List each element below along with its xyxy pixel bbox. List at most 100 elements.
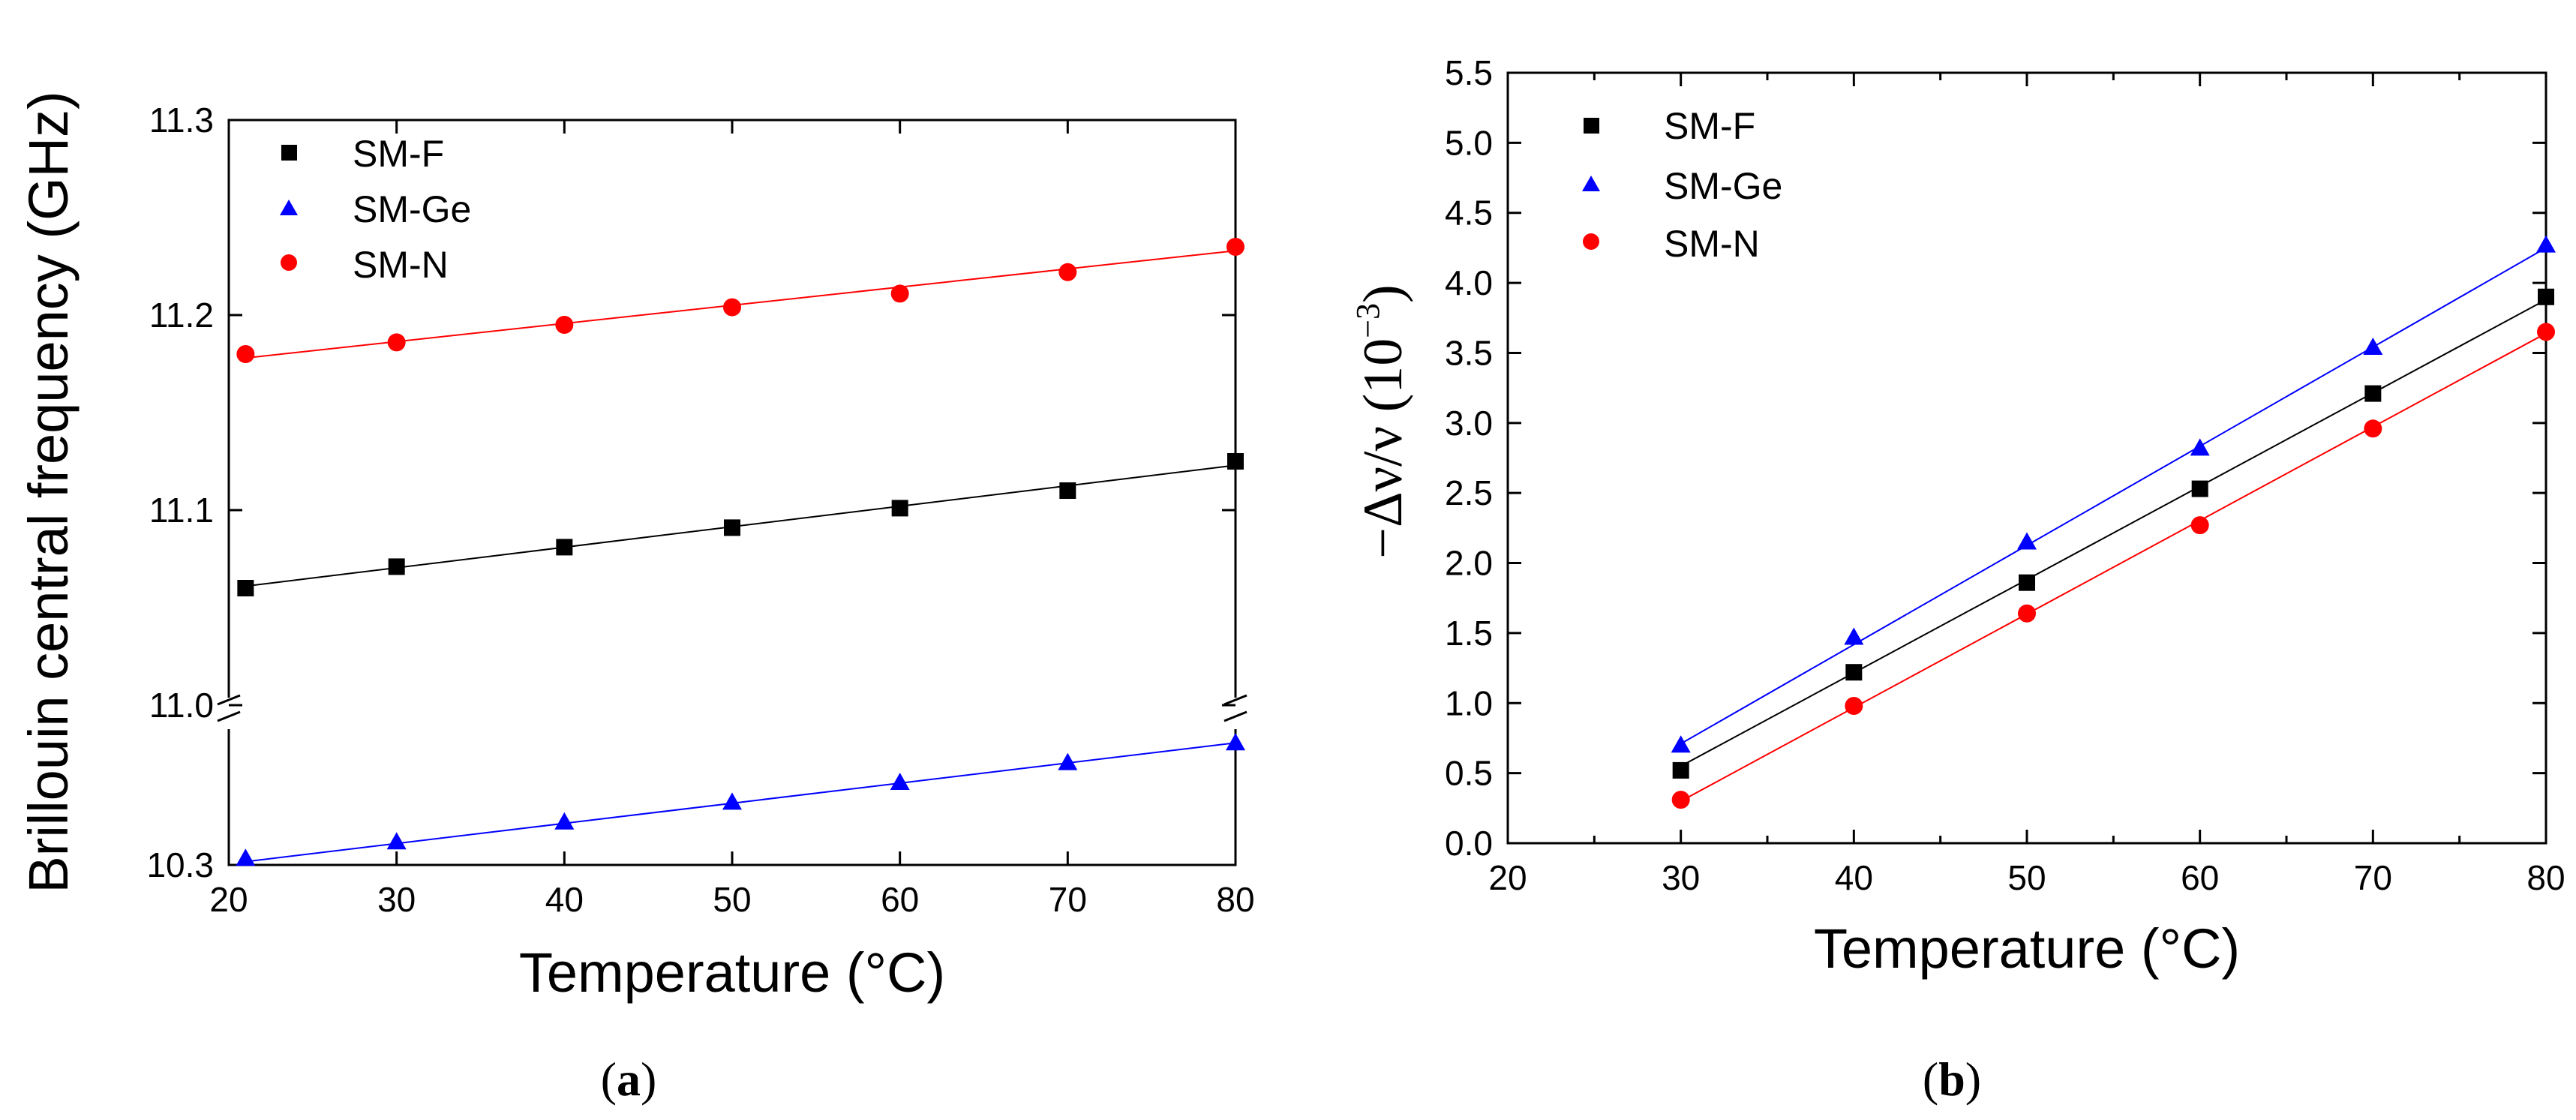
- legend-marker-sm-f: [281, 145, 297, 161]
- data-point-sm-ge: [2363, 337, 2383, 355]
- data-point-sm-f: [1227, 453, 1244, 470]
- data-point-sm-f: [388, 558, 405, 575]
- data-point-sm-ge: [1671, 735, 1691, 753]
- y-tick-label: 5.0: [1445, 123, 1493, 162]
- data-point-sm-n: [1226, 238, 1244, 256]
- axis-break-mark: [217, 694, 241, 706]
- axis-break-mark: [1223, 710, 1247, 722]
- y-tick-label: 3.0: [1445, 404, 1493, 443]
- data-point-sm-n: [2537, 323, 2555, 341]
- data-point-sm-ge: [2190, 438, 2210, 456]
- y-tick-label: 1.0: [1445, 683, 1493, 722]
- data-point-sm-f: [1672, 761, 1689, 779]
- data-point-sm-n: [2364, 419, 2382, 438]
- data-point-sm-f: [2538, 288, 2554, 305]
- x-tick-label: 20: [1488, 858, 1527, 897]
- panel-a-plot-frame: [227, 119, 1237, 866]
- data-point-sm-ge: [386, 832, 407, 850]
- x-tick-label: 70: [2354, 858, 2392, 897]
- legend-label-sm-ge: SM-Ge: [353, 188, 471, 230]
- y-tick-label: 1.5: [1445, 614, 1493, 653]
- x-tick-label: 60: [2181, 858, 2219, 897]
- y-tick-label: 0.0: [1445, 824, 1493, 863]
- data-point-sm-f: [237, 580, 254, 596]
- data-point-sm-n: [890, 284, 909, 303]
- data-point-sm-f: [724, 519, 740, 536]
- x-tick-label: 40: [545, 880, 584, 919]
- data-point-sm-n: [723, 298, 741, 317]
- data-point-sm-n: [2190, 516, 2209, 535]
- panel-a: 20 30 40 50 60 70 80 11.0 11.1 11.2 11.3 10.3 SM-F …: [17, 91, 1255, 1106]
- x-tick-label: 80: [2526, 858, 2565, 897]
- data-point-sm-n: [1671, 791, 1690, 809]
- y-tick-label: 2.0: [1445, 544, 1493, 583]
- data-point-sm-ge: [890, 773, 910, 790]
- y-tick-label: 11.0: [149, 686, 214, 725]
- data-point-sm-f: [1059, 482, 1076, 499]
- y-tick-label: 11.3: [149, 101, 214, 140]
- fit-line-sm-f: [1680, 299, 2547, 767]
- data-point-sm-f: [891, 500, 908, 517]
- data-point-sm-ge: [1226, 733, 1245, 751]
- x-tick-label: 70: [1049, 880, 1087, 919]
- legend-marker-sm-n: [1583, 233, 1599, 250]
- legend-label-sm-f: SM-F: [1664, 105, 1755, 147]
- data-point-sm-ge: [1844, 627, 1864, 645]
- legend-label-sm-ge: SM-Ge: [1664, 165, 1782, 207]
- y-tick-label: 0.5: [1445, 754, 1493, 793]
- legend-marker-sm-f: [1584, 118, 1599, 134]
- panel-b-x-axis-title: Temperature (°C): [1814, 917, 2240, 980]
- x-tick-label: 50: [2007, 858, 2046, 897]
- data-point-sm-f: [2364, 385, 2382, 402]
- axis-break-mark: [217, 710, 241, 722]
- data-point-sm-n: [387, 333, 406, 352]
- x-tick-label: 30: [377, 880, 416, 919]
- legend-marker-sm-ge: [1582, 176, 1600, 191]
- legend-label-sm-n: SM-N: [1664, 223, 1760, 265]
- data-point-sm-n: [236, 345, 255, 363]
- data-point-sm-n: [2018, 604, 2036, 623]
- y-tick-label: 11.1: [149, 491, 214, 530]
- legend-label-sm-n: SM-N: [353, 244, 449, 286]
- x-tick-label: 30: [1662, 858, 1700, 897]
- x-tick-label: 60: [881, 880, 919, 919]
- x-tick-label: 80: [1216, 880, 1254, 919]
- legend-label-sm-f: SM-F: [353, 133, 444, 175]
- panel-a-x-axis-title: Temperature (°C): [519, 941, 945, 1004]
- y-tick-label: 5.5: [1445, 53, 1493, 92]
- data-point-sm-ge: [722, 792, 742, 810]
- x-tick-label: 20: [209, 880, 248, 919]
- panel-a-axis-break-marks: [217, 694, 1247, 722]
- data-point-sm-ge: [2536, 235, 2556, 253]
- y-tick-label: 11.2: [149, 296, 214, 335]
- y-tick-label: 4.0: [1445, 263, 1493, 302]
- legend-marker-sm-ge: [280, 200, 298, 215]
- panel-b-y-axis-title: −Δν/ν (10−3): [1350, 284, 1414, 558]
- data-point-sm-n: [1058, 263, 1077, 281]
- data-point-sm-ge: [236, 848, 256, 866]
- data-point-sm-n: [555, 316, 574, 334]
- data-point-sm-n: [1845, 697, 1863, 716]
- panel-a-y-axis-title: Brillouin central frequency (GHz): [17, 91, 80, 893]
- data-point-sm-ge: [2017, 532, 2037, 550]
- data-point-sm-f: [2019, 574, 2035, 591]
- axis-break-mark: [1223, 694, 1247, 706]
- y-tick-label: 10.3: [146, 845, 214, 884]
- legend-marker-sm-n: [281, 254, 297, 271]
- y-tick-label: 2.5: [1445, 473, 1493, 512]
- y-tick-label: 3.5: [1445, 333, 1493, 372]
- panel-b: 20 30 40 50 60 70 80 0.0 0.5 1.0 1.5 2.0 2.5 3.0 3.5 4.…: [1350, 53, 2565, 1106]
- x-tick-label: 40: [1835, 858, 1873, 897]
- data-point-sm-ge: [1058, 752, 1078, 770]
- fit-line-sm-ge: [1680, 247, 2547, 745]
- panel-b-legend: SM-F SM-Ge SM-N: [1582, 105, 1782, 265]
- fit-line-sm-n: [1680, 332, 2547, 802]
- data-point-sm-f: [2191, 480, 2208, 497]
- x-tick-label: 50: [713, 880, 751, 919]
- panel-a-legend: SM-F SM-Ge SM-N: [280, 133, 471, 286]
- panel-b-caption: (b): [1923, 1052, 1981, 1106]
- y-tick-label: 4.5: [1445, 194, 1493, 233]
- data-point-sm-ge: [554, 812, 575, 830]
- panel-a-caption: (a): [601, 1052, 657, 1106]
